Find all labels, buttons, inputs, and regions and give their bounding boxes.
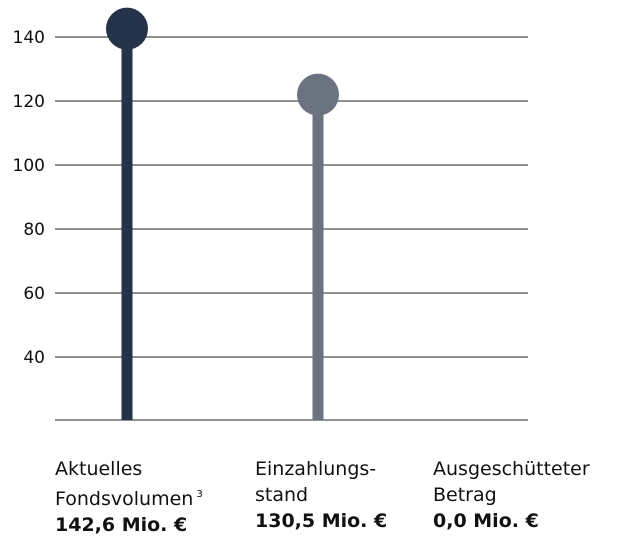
category-label-line1: Einzahlungs- xyxy=(255,458,377,480)
category-value: 142,6 Mio. € xyxy=(55,514,188,536)
y-tick-label-80: 80 xyxy=(23,220,45,240)
footnote-marker: 3 xyxy=(196,489,203,500)
lollipop-stem-1 xyxy=(312,94,324,420)
category-value: 130,5 Mio. € xyxy=(255,510,388,532)
chart-plot: 40 60 80 100 120 140 xyxy=(13,7,528,421)
category-label-line1: Aktuelles xyxy=(55,458,143,480)
y-tick-label-140: 140 xyxy=(13,28,45,48)
y-tick-label-100: 100 xyxy=(13,156,45,176)
lollipop-dot-0 xyxy=(106,7,148,50)
category-label-line2-text: Fondsvolumen xyxy=(55,488,194,510)
category-label-line2: Fondsvolumen 3 xyxy=(55,482,203,512)
category-label-fondsvolumen: Aktuelles Fondsvolumen 3 142,6 Mio. € xyxy=(55,456,203,538)
category-label-einzahlungsstand: Einzahlungs- stand 130,5 Mio. € xyxy=(255,456,387,534)
category-label-line2: Betrag xyxy=(433,484,497,506)
category-label-line2: stand xyxy=(255,484,309,506)
category-label-line1: Ausgeschütteter xyxy=(433,458,590,480)
y-tick-label-60: 60 xyxy=(23,284,45,304)
category-label-ausgeschuetteter-betrag: Ausgeschütteter Betrag 0,0 Mio. € xyxy=(433,456,590,534)
lollipop-dot-1 xyxy=(297,73,339,116)
category-value: 0,0 Mio. € xyxy=(433,510,539,532)
y-tick-label-40: 40 xyxy=(23,348,45,368)
lollipop-stem-0 xyxy=(121,28,133,421)
y-tick-label-120: 120 xyxy=(13,92,45,112)
